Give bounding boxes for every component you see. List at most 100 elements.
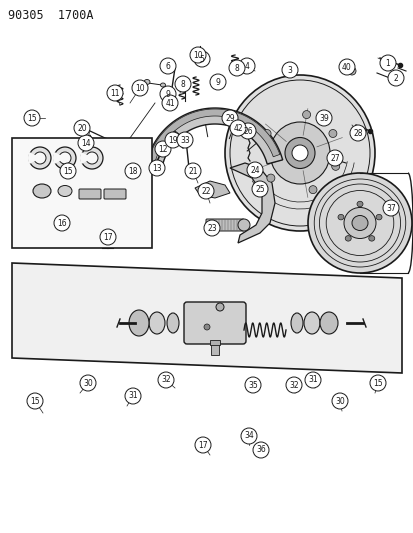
Circle shape xyxy=(86,152,98,164)
Circle shape xyxy=(185,163,201,179)
Text: 12: 12 xyxy=(158,144,167,154)
Circle shape xyxy=(159,58,176,74)
Ellipse shape xyxy=(356,201,362,207)
Text: 8: 8 xyxy=(234,63,239,72)
Bar xyxy=(209,340,219,345)
Ellipse shape xyxy=(290,313,302,333)
Circle shape xyxy=(349,125,365,141)
Text: 20: 20 xyxy=(77,124,87,133)
Circle shape xyxy=(158,372,173,388)
Ellipse shape xyxy=(233,121,242,129)
Circle shape xyxy=(216,303,223,311)
Ellipse shape xyxy=(284,138,314,168)
Circle shape xyxy=(240,428,256,444)
Polygon shape xyxy=(230,163,274,243)
FancyBboxPatch shape xyxy=(183,302,245,344)
Circle shape xyxy=(347,67,355,75)
Circle shape xyxy=(59,152,71,164)
Circle shape xyxy=(165,132,180,148)
Circle shape xyxy=(369,375,385,391)
Circle shape xyxy=(308,185,316,193)
Ellipse shape xyxy=(166,313,178,333)
Circle shape xyxy=(190,47,206,63)
Circle shape xyxy=(240,123,255,139)
Text: 15: 15 xyxy=(372,378,382,387)
Circle shape xyxy=(228,60,244,76)
Text: 1: 1 xyxy=(385,59,389,68)
Text: 9: 9 xyxy=(215,77,220,86)
Circle shape xyxy=(197,183,214,199)
Text: 30: 30 xyxy=(83,378,93,387)
Circle shape xyxy=(125,163,141,179)
Circle shape xyxy=(387,70,403,86)
Text: 24: 24 xyxy=(249,166,259,174)
Circle shape xyxy=(244,377,260,393)
Ellipse shape xyxy=(351,215,367,230)
Circle shape xyxy=(161,95,178,111)
Ellipse shape xyxy=(160,83,165,87)
Circle shape xyxy=(338,59,354,75)
Circle shape xyxy=(34,152,46,164)
Circle shape xyxy=(209,74,225,90)
Text: 32: 32 xyxy=(289,381,298,390)
Text: 19: 19 xyxy=(168,135,177,144)
Circle shape xyxy=(302,110,310,118)
Circle shape xyxy=(238,58,254,74)
Circle shape xyxy=(125,388,141,404)
Text: 13: 13 xyxy=(152,164,161,173)
Text: 5: 5 xyxy=(199,54,204,63)
Text: 8: 8 xyxy=(180,79,185,88)
Circle shape xyxy=(221,110,237,126)
Text: 16: 16 xyxy=(57,219,66,228)
Circle shape xyxy=(252,442,268,458)
Circle shape xyxy=(195,437,211,453)
Wedge shape xyxy=(80,152,92,164)
Circle shape xyxy=(266,174,274,182)
Text: 21: 21 xyxy=(188,166,197,175)
Circle shape xyxy=(194,51,209,67)
Ellipse shape xyxy=(62,162,72,180)
Circle shape xyxy=(252,181,267,197)
Circle shape xyxy=(285,377,301,393)
Circle shape xyxy=(29,147,51,169)
Text: 18: 18 xyxy=(128,166,138,175)
Text: 30: 30 xyxy=(334,397,344,406)
Text: 32: 32 xyxy=(161,376,171,384)
Circle shape xyxy=(60,163,76,179)
Bar xyxy=(78,220,90,236)
Circle shape xyxy=(331,163,339,171)
Text: 35: 35 xyxy=(247,381,257,390)
Circle shape xyxy=(24,110,40,126)
Ellipse shape xyxy=(33,184,51,198)
Circle shape xyxy=(149,160,165,176)
FancyBboxPatch shape xyxy=(104,189,126,199)
Ellipse shape xyxy=(307,173,411,273)
FancyBboxPatch shape xyxy=(54,217,74,231)
Wedge shape xyxy=(59,155,65,161)
Polygon shape xyxy=(146,108,282,168)
Circle shape xyxy=(27,393,43,409)
Text: 15: 15 xyxy=(30,397,40,406)
Text: 40: 40 xyxy=(341,62,351,71)
Circle shape xyxy=(204,220,219,236)
Text: 22: 22 xyxy=(201,187,210,196)
Circle shape xyxy=(100,229,116,245)
Text: 27: 27 xyxy=(330,154,339,163)
Ellipse shape xyxy=(58,185,72,197)
Ellipse shape xyxy=(368,236,374,241)
Text: 41: 41 xyxy=(165,99,174,108)
Circle shape xyxy=(54,215,70,231)
Bar xyxy=(211,343,218,355)
Text: 29: 29 xyxy=(225,114,234,123)
Circle shape xyxy=(230,120,245,136)
Text: 31: 31 xyxy=(307,376,317,384)
Ellipse shape xyxy=(319,312,337,334)
Ellipse shape xyxy=(343,207,375,238)
Circle shape xyxy=(237,219,249,231)
Bar xyxy=(12,138,152,248)
Ellipse shape xyxy=(216,78,223,84)
Text: 34: 34 xyxy=(244,432,253,440)
Text: 23: 23 xyxy=(206,223,216,232)
Circle shape xyxy=(304,372,320,388)
Circle shape xyxy=(132,80,147,96)
